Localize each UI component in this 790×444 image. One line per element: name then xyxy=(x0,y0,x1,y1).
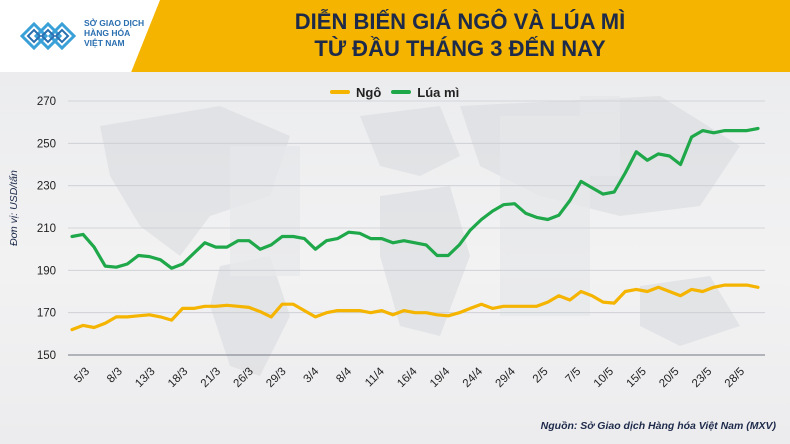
logo-line: VIỆT NAM xyxy=(84,38,125,48)
y-tick-label: 190 xyxy=(37,265,56,277)
x-tick-label: 28/5 xyxy=(723,366,747,390)
y-tick-label: 250 xyxy=(37,138,56,150)
x-tick-label: 29/3 xyxy=(264,366,288,390)
y-tick-label: 170 xyxy=(37,308,56,320)
x-tick-label: 8/4 xyxy=(334,365,354,385)
legend-item-luami: Lúa mì xyxy=(391,85,459,100)
x-tick-label: 11/4 xyxy=(363,365,387,389)
legend-swatch-ngo xyxy=(330,90,350,94)
x-tick-label: 21/3 xyxy=(199,366,223,390)
y-tick-label: 270 xyxy=(37,96,56,108)
logo: SỞ GIAO DỊCH HÀNG HÓA VIỆT NAM xyxy=(0,0,160,72)
x-tick-label: 19/4 xyxy=(428,365,453,390)
world-map-background xyxy=(100,96,740,376)
chart-title-line-1: DIỄN BIẾN GIÁ NGÔ VÀ LÚA MÌ xyxy=(294,9,626,34)
x-tick-label: 2/5 xyxy=(531,366,551,386)
legend-swatch-luami xyxy=(391,90,412,94)
source-note: Nguồn: Sở Giao dịch Hàng hóa Việt Nam (M… xyxy=(540,420,776,432)
x-tick-label: 5/3 xyxy=(72,366,92,386)
logo-line: HÀNG HÓA xyxy=(84,28,131,38)
x-tick-label: 18/3 xyxy=(166,366,190,390)
x-tick-label: 16/4 xyxy=(395,365,420,390)
legend-item-ngo: Ngô xyxy=(330,85,381,100)
x-tick-label: 23/5 xyxy=(690,366,714,390)
x-tick-label: 24/4 xyxy=(461,365,486,390)
logo-line: SỞ GIAO DỊCH xyxy=(84,18,145,28)
mxv-logo-icon xyxy=(20,21,77,51)
header-banner: SỞ GIAO DỊCH HÀNG HÓA VIỆT NAM DIỄN BIẾN… xyxy=(0,0,790,72)
y-tick-label: 210 xyxy=(37,223,56,235)
y-tick-label: 150 xyxy=(37,350,56,362)
legend-label-luami: Lúa mì xyxy=(417,84,460,100)
x-tick-label: 8/3 xyxy=(105,366,125,386)
x-tick-label: 15/5 xyxy=(625,366,649,390)
x-tick-label: 26/3 xyxy=(232,366,256,390)
legend-label-ngo: Ngô xyxy=(356,84,382,100)
x-tick-label: 7/5 xyxy=(564,366,584,386)
series-line-ngo xyxy=(70,283,760,332)
x-tick-label: 20/5 xyxy=(657,366,681,390)
x-tick-label: 3/4 xyxy=(302,365,322,385)
x-tick-label: 29/4 xyxy=(494,365,519,390)
x-tick-label: 10/5 xyxy=(592,366,616,390)
x-tick-label: 13/3 xyxy=(133,366,157,390)
logo-text: SỞ GIAO DỊCH HÀNG HÓA VIỆT NAM xyxy=(84,18,154,48)
legend: Ngô Lúa mì xyxy=(330,82,459,102)
chart-title: DIỄN BIẾN GIÁ NGÔ VÀ LÚA MÌ TỪ ĐẦU THÁNG… xyxy=(180,8,740,62)
y-tick-label: 230 xyxy=(37,181,56,193)
chart-title-line-2: TỪ ĐẦU THÁNG 3 ĐẾN NAY xyxy=(314,36,606,61)
series-line-luami xyxy=(70,126,760,270)
